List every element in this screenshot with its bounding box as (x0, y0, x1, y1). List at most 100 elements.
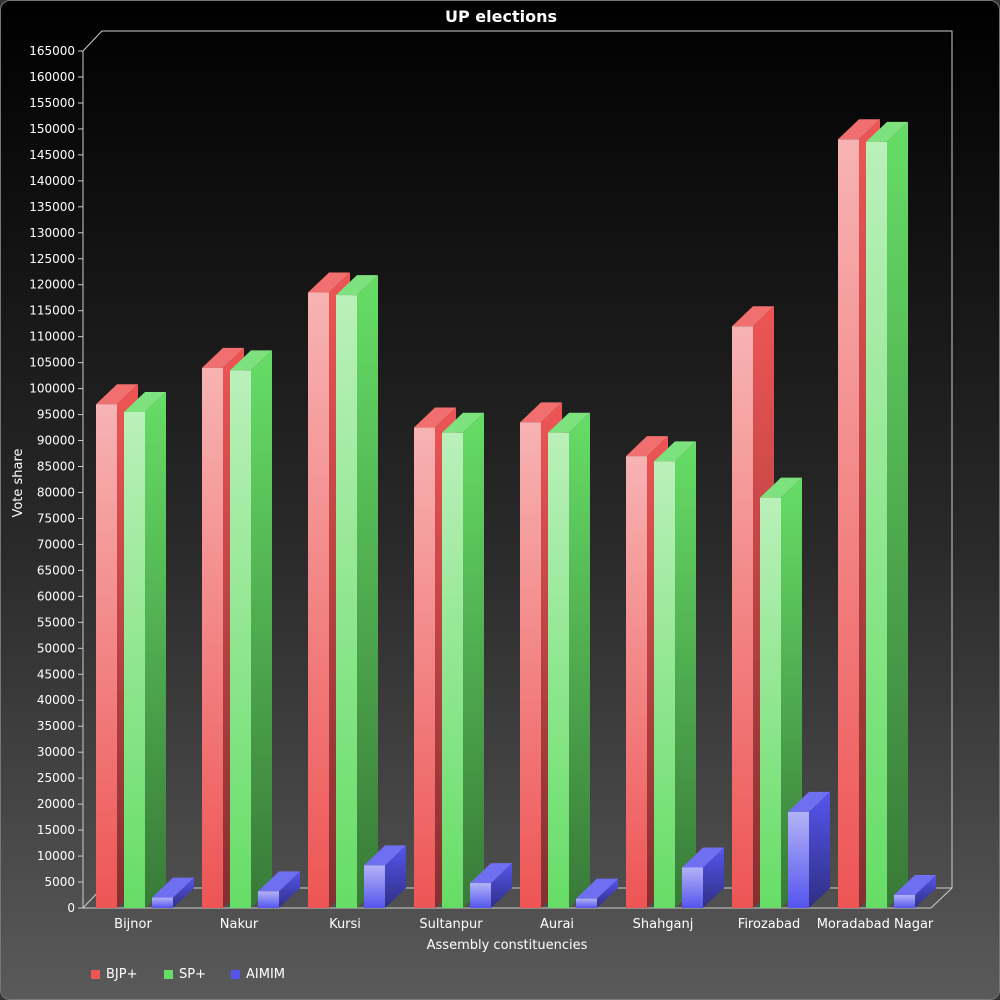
legend-swatch (231, 970, 240, 979)
y-tick-label: 40000 (37, 693, 75, 707)
x-tick-label: Nakur (220, 917, 259, 932)
x-tick-label: Moradabad Nagar (817, 917, 934, 932)
bar-front (152, 897, 173, 908)
bar-front (364, 865, 385, 908)
bar-sp--firozabad (760, 477, 802, 908)
bar-top (654, 441, 696, 462)
bar-side (569, 412, 590, 908)
x-tick-label: Kursi (329, 917, 361, 932)
y-tick-label: 60000 (37, 589, 75, 603)
y-tick-label: 160000 (29, 70, 75, 84)
y-tick-label: 35000 (37, 719, 75, 733)
bar-aimim-nakur (258, 871, 300, 908)
bar-top (152, 877, 194, 898)
bar-side (597, 878, 618, 908)
bar-top (682, 847, 724, 868)
bar-top (308, 272, 350, 293)
y-axis-title: Vote share (11, 448, 26, 517)
bar-front (96, 404, 117, 908)
y-tick-label: 25000 (37, 771, 75, 785)
bar-top (230, 350, 272, 371)
bar-front (336, 295, 357, 909)
bar-front (258, 891, 279, 908)
bar-front (520, 422, 541, 908)
bar-top (470, 863, 512, 884)
y-tick-label: 70000 (37, 537, 75, 551)
bar-bjp--firozabad (732, 306, 774, 908)
bar-top (258, 871, 300, 892)
bar-front (788, 811, 809, 908)
legend-item-aimim[interactable]: AIMIM (231, 967, 285, 982)
plot-wall (82, 30, 953, 909)
y-tick-label: 65000 (37, 563, 75, 577)
bar-side (463, 412, 484, 908)
bar-side (251, 350, 272, 909)
bar-top (442, 412, 484, 433)
bar-side (173, 877, 194, 908)
bar-top (520, 402, 562, 423)
chart-bars (96, 119, 936, 909)
y-tick-label: 20000 (37, 797, 75, 811)
legend-label: SP+ (179, 967, 206, 982)
bar-top (866, 121, 908, 142)
y-tick-label: 145000 (29, 148, 75, 162)
bar-front (838, 139, 859, 908)
bar-top (576, 878, 618, 899)
bar-top (202, 347, 244, 368)
y-tick-label: 105000 (29, 356, 75, 370)
y-tick-label: 130000 (29, 226, 75, 240)
bar-top (414, 407, 456, 428)
bar-aimim-aurai (576, 878, 618, 908)
bar-top (336, 275, 378, 296)
bar-sp--moradabad-nagar (866, 121, 908, 909)
y-tick-label: 140000 (29, 174, 75, 188)
bar-front (308, 292, 329, 908)
bar-top (838, 119, 880, 140)
y-tick-label: 30000 (37, 745, 75, 759)
bar-aimim-sultanpur (470, 863, 512, 908)
bar-side (385, 845, 406, 908)
bar-front (894, 895, 915, 908)
bar-side (915, 875, 936, 908)
x-axis-title: Assembly constituencies (427, 938, 588, 953)
y-tick-label: 125000 (29, 252, 75, 266)
y-tick-label: 110000 (29, 330, 75, 344)
y-tick-label: 120000 (29, 278, 75, 292)
bar-sp--nakur (230, 350, 272, 909)
bar-side (279, 871, 300, 908)
chart-title: UP elections (445, 7, 557, 26)
y-tick-label: 50000 (37, 641, 75, 655)
bar-aimim-kursi (364, 845, 406, 908)
bar-side (781, 477, 802, 908)
bar-top (894, 875, 936, 896)
bar-front (442, 432, 463, 908)
legend-item-bjp-[interactable]: BJP+ (91, 967, 137, 982)
bar-sp--kursi (336, 275, 378, 909)
bar-top (548, 412, 590, 433)
bar-front (626, 456, 647, 908)
bar-top (788, 791, 830, 812)
bar-top (364, 845, 406, 866)
y-tick-label: 45000 (37, 667, 75, 681)
y-tick-label: 85000 (37, 460, 75, 474)
y-tick-label: 135000 (29, 200, 75, 214)
bar-front (576, 898, 597, 908)
bar-front (654, 461, 675, 908)
y-tick-label: 5000 (44, 875, 75, 889)
bar-top (96, 384, 138, 405)
bar-side (887, 121, 908, 909)
y-tick-label: 80000 (37, 485, 75, 499)
bar-front (548, 432, 569, 908)
bar-top (124, 391, 166, 412)
y-tick-label: 90000 (37, 434, 75, 448)
y-tick-label: 165000 (29, 44, 75, 58)
bar-top (626, 436, 668, 457)
bar-sp--sultanpur (442, 412, 484, 908)
legend-item-sp-[interactable]: SP+ (164, 967, 206, 982)
bar-side (145, 391, 166, 909)
y-tick-label: 75000 (37, 511, 75, 525)
y-tick-label: 10000 (37, 849, 75, 863)
y-tick-label: 15000 (37, 823, 75, 837)
bar-sp--shahganj (654, 441, 696, 908)
